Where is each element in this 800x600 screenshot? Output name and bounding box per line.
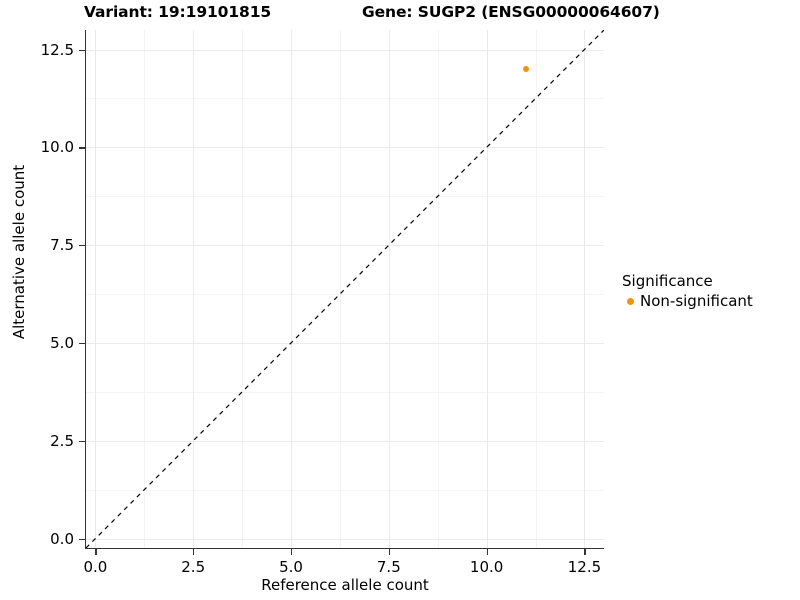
gridline-horizontal [86, 98, 604, 99]
gridline-horizontal [86, 50, 604, 51]
gridline-vertical [438, 30, 439, 548]
gridline-horizontal [86, 147, 604, 148]
gridline-vertical [389, 30, 390, 548]
x-axis-tick-label: 12.5 [567, 558, 602, 576]
x-axis-tick-label: 10.0 [469, 558, 504, 576]
x-axis-tick [584, 549, 586, 555]
legend-item[interactable]: Non-significant [622, 292, 797, 310]
y-axis-tick-label: 10.0 [40, 138, 74, 157]
gridline-vertical [291, 30, 292, 548]
gridline-vertical [242, 30, 243, 548]
title-row: Variant: 19:19101815 Gene: SUGP2 (ENSG00… [0, 0, 800, 26]
plot-panel [86, 30, 604, 548]
legend-title: Significance [622, 272, 713, 290]
legend-items: Non-significant [622, 292, 797, 310]
gridline-vertical [584, 30, 585, 548]
gridline-horizontal [86, 343, 604, 344]
gridline-horizontal [86, 539, 604, 540]
gridline-vertical [536, 30, 537, 548]
y-axis-tick [79, 440, 85, 442]
identity-reference-line [86, 30, 604, 548]
x-axis-tick-label: 5.0 [279, 558, 303, 576]
gridline-horizontal [86, 245, 604, 246]
y-axis-tick-label: 0.0 [50, 529, 74, 548]
legend-dot-icon [627, 297, 634, 305]
y-axis-line [85, 30, 87, 549]
gridline-vertical [193, 30, 194, 548]
gridline-vertical [144, 30, 145, 548]
x-axis-tick [193, 549, 195, 555]
data-point[interactable] [522, 66, 529, 73]
y-axis-tick-label: 2.5 [50, 431, 74, 450]
x-axis-tick-label: 7.5 [376, 558, 401, 576]
y-axis-tick-label: 7.5 [50, 236, 74, 255]
x-axis-tick-label: 2.5 [181, 558, 206, 576]
x-axis-title: Reference allele count [261, 576, 429, 594]
x-axis-tick [388, 549, 390, 555]
gene-title: Gene: SUGP2 (ENSG00000064607) [362, 3, 660, 21]
y-axis-tick [79, 49, 85, 51]
gridline-horizontal [86, 196, 604, 197]
y-axis-tick [79, 245, 85, 247]
gridline-vertical [340, 30, 341, 548]
y-axis-tick-label: 12.5 [40, 40, 74, 59]
legend: Significance Non-significant [622, 272, 797, 310]
variant-title: Variant: 19:19101815 [84, 3, 272, 21]
legend-item-label: Non-significant [640, 292, 753, 310]
y-axis-title: Alternative allele count [10, 164, 28, 340]
gridline-horizontal [86, 392, 604, 393]
gridline-horizontal [86, 294, 604, 295]
gridline-vertical [487, 30, 488, 548]
x-axis-tick-label: 0.0 [83, 558, 108, 576]
y-axis-tick [79, 538, 85, 540]
x-axis-line [85, 548, 604, 550]
x-axis-tick [95, 549, 97, 555]
y-axis-tick [79, 342, 85, 345]
y-axis-tick [79, 147, 85, 149]
legend-key-swatch [622, 293, 639, 310]
x-axis-tick [486, 549, 488, 555]
gridline-vertical [95, 30, 96, 548]
gridline-horizontal [86, 441, 604, 442]
gridline-horizontal [86, 490, 604, 491]
y-axis-tick-label: 5.0 [50, 333, 74, 352]
x-axis-tick [291, 549, 293, 555]
